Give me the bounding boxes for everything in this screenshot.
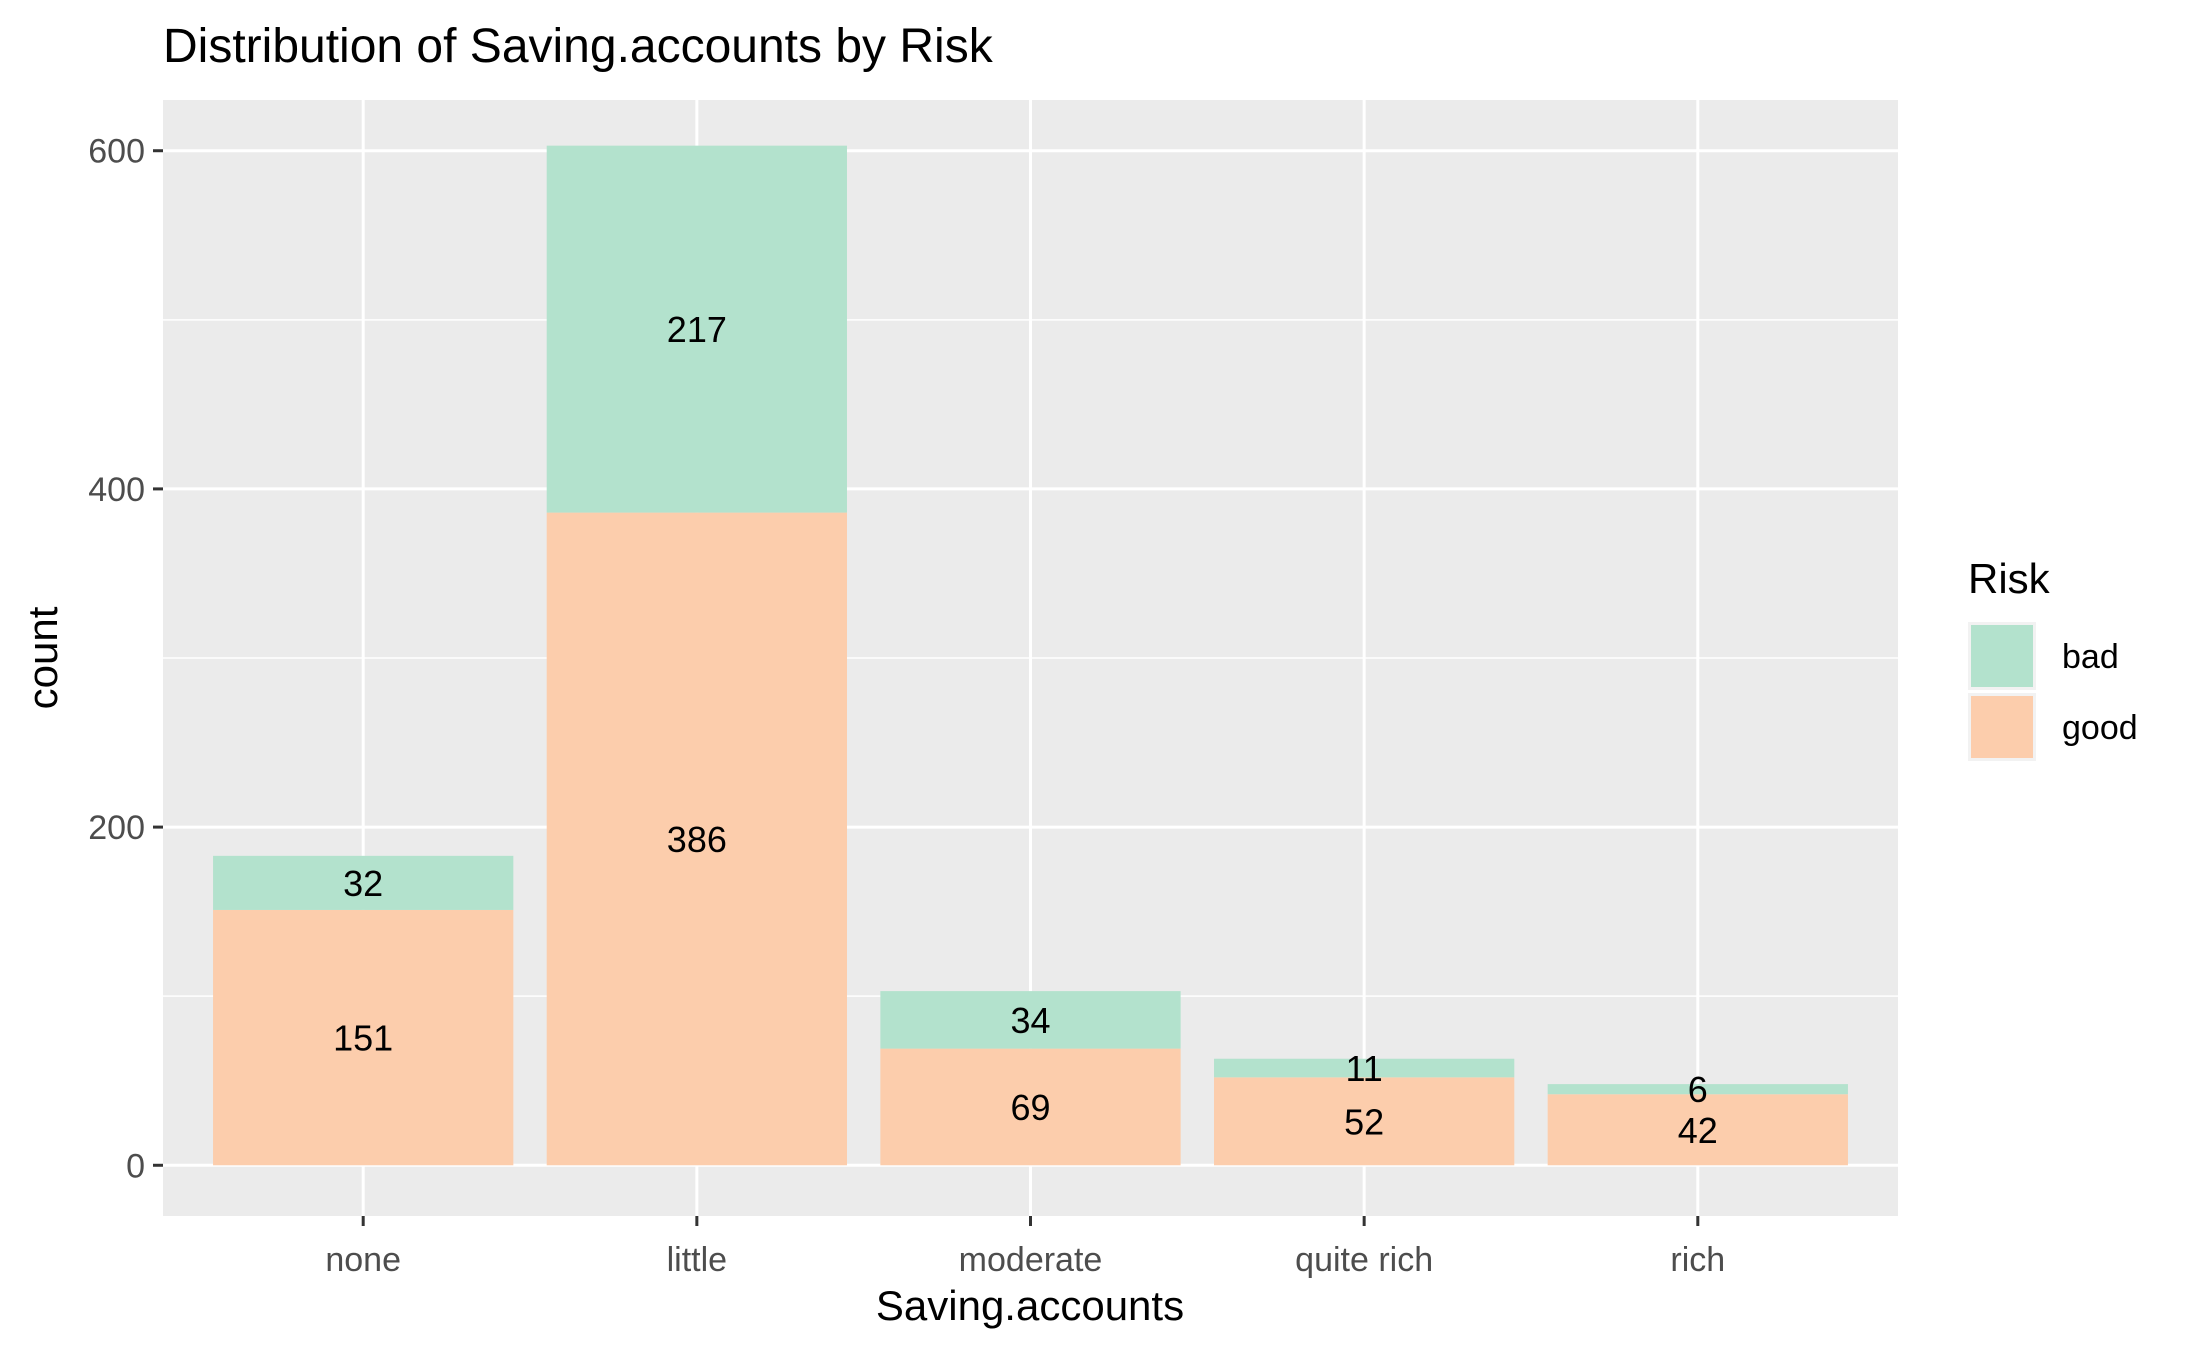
data-label-bad: 11 (1345, 1048, 1382, 1089)
y-tick-label: 200 (88, 809, 145, 847)
bar-bad (546, 145, 847, 513)
bar-bad (213, 855, 514, 910)
x-tick-label: quite rich (1295, 1241, 1433, 1279)
data-label-good: 151 (333, 1018, 393, 1059)
data-label-bad: 34 (1010, 1000, 1050, 1041)
legend-swatch-good (1971, 696, 2033, 758)
x-tick-label: moderate (959, 1241, 1103, 1279)
data-label-bad: 6 (1688, 1069, 1708, 1110)
data-label-bad: 217 (667, 309, 727, 350)
axes-group: 0 200 400 600 none little moderate quite rich ri… (88, 133, 1725, 1279)
chart-title: Distribution of Saving.accounts by Risk (163, 20, 994, 73)
data-label-bad: 32 (343, 863, 383, 904)
bar-good (546, 512, 847, 1166)
y-axis-title: count (19, 606, 66, 709)
data-label-good: 52 (1344, 1101, 1384, 1142)
x-tick-label: none (325, 1241, 401, 1279)
y-tick-label: 0 (126, 1147, 145, 1185)
x-tick-label: little (667, 1241, 727, 1279)
data-label-good: 42 (1678, 1110, 1718, 1151)
legend-label-bad: bad (2062, 638, 2119, 676)
bar-bad (1214, 1058, 1515, 1078)
bars-group (213, 145, 1848, 1166)
bar-good (213, 909, 514, 1166)
y-tick-label: 600 (88, 133, 145, 171)
legend-label-good: good (2062, 709, 2138, 747)
bar-bad (880, 991, 1181, 1049)
legend-swatch-bad (1971, 625, 2033, 687)
legend-title: Risk (1968, 555, 2051, 602)
data-label-good: 386 (667, 819, 727, 860)
y-tick-label: 400 (88, 471, 145, 509)
bar-good (880, 1048, 1181, 1166)
legend: Risk bad good (1968, 555, 2138, 761)
bar-good (1547, 1094, 1848, 1166)
x-tick-label: rich (1670, 1241, 1725, 1279)
x-axis-title: Saving.accounts (876, 1282, 1184, 1329)
data-label-good: 69 (1010, 1087, 1050, 1128)
bar-bad (1547, 1084, 1848, 1095)
bar-good (1214, 1077, 1515, 1166)
data-labels-group: 151 32 386 217 69 34 52 11 426 (333, 309, 1718, 1151)
